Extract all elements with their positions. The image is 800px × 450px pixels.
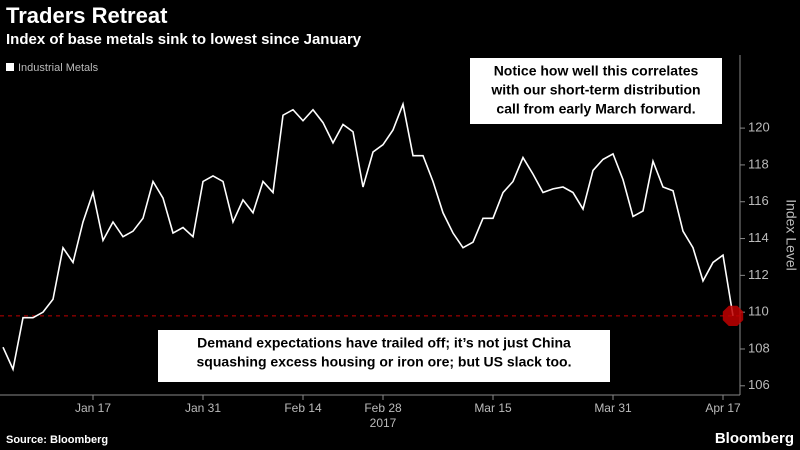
annotation-text: squashing excess housing or iron ore; bu…: [197, 354, 572, 370]
y-tick-label: 118: [748, 156, 769, 171]
legend-label: Industrial Metals: [18, 62, 99, 74]
y-axis-label: Index Level: [783, 199, 799, 271]
y-tick-label: 108: [748, 340, 770, 355]
annotation-text: call from early March forward.: [496, 101, 695, 117]
x-tick-label: Apr 17: [705, 401, 741, 415]
y-tick-label: 112: [748, 267, 769, 282]
annotation-box: [158, 330, 610, 382]
brand: Bloomberg: [715, 430, 794, 447]
chart-subtitle: Index of base metals sink to lowest sinc…: [6, 31, 362, 48]
annotation-box: [470, 58, 722, 124]
annotation-text: Notice how well this correlates: [494, 63, 699, 79]
y-tick-label: 110: [748, 304, 769, 319]
x-tick-label: Feb 14: [284, 401, 322, 415]
y-tick-label: 116: [748, 193, 769, 208]
series-line: [2, 101, 734, 372]
source: Source: Bloomberg: [6, 434, 108, 446]
annotation-text: Demand expectations have trailed off; it…: [197, 335, 571, 351]
x-tick-label: Jan 17: [75, 401, 111, 415]
x-tick-label: Mar 31: [594, 401, 632, 415]
y-tick-label: 120: [748, 120, 770, 135]
x-sublabel: 2017: [370, 416, 397, 430]
last-value-marker: [722, 305, 744, 326]
y-tick-label: 106: [748, 377, 770, 392]
x-tick-label: Mar 15: [474, 401, 512, 415]
chart-title: Traders Retreat: [6, 3, 168, 28]
annotation-text: with our short-term distribution: [490, 82, 700, 98]
legend-swatch: [6, 63, 14, 71]
y-tick-label: 114: [748, 230, 769, 245]
x-tick-label: Jan 31: [185, 401, 221, 415]
x-tick-label: Feb 28: [364, 401, 402, 415]
